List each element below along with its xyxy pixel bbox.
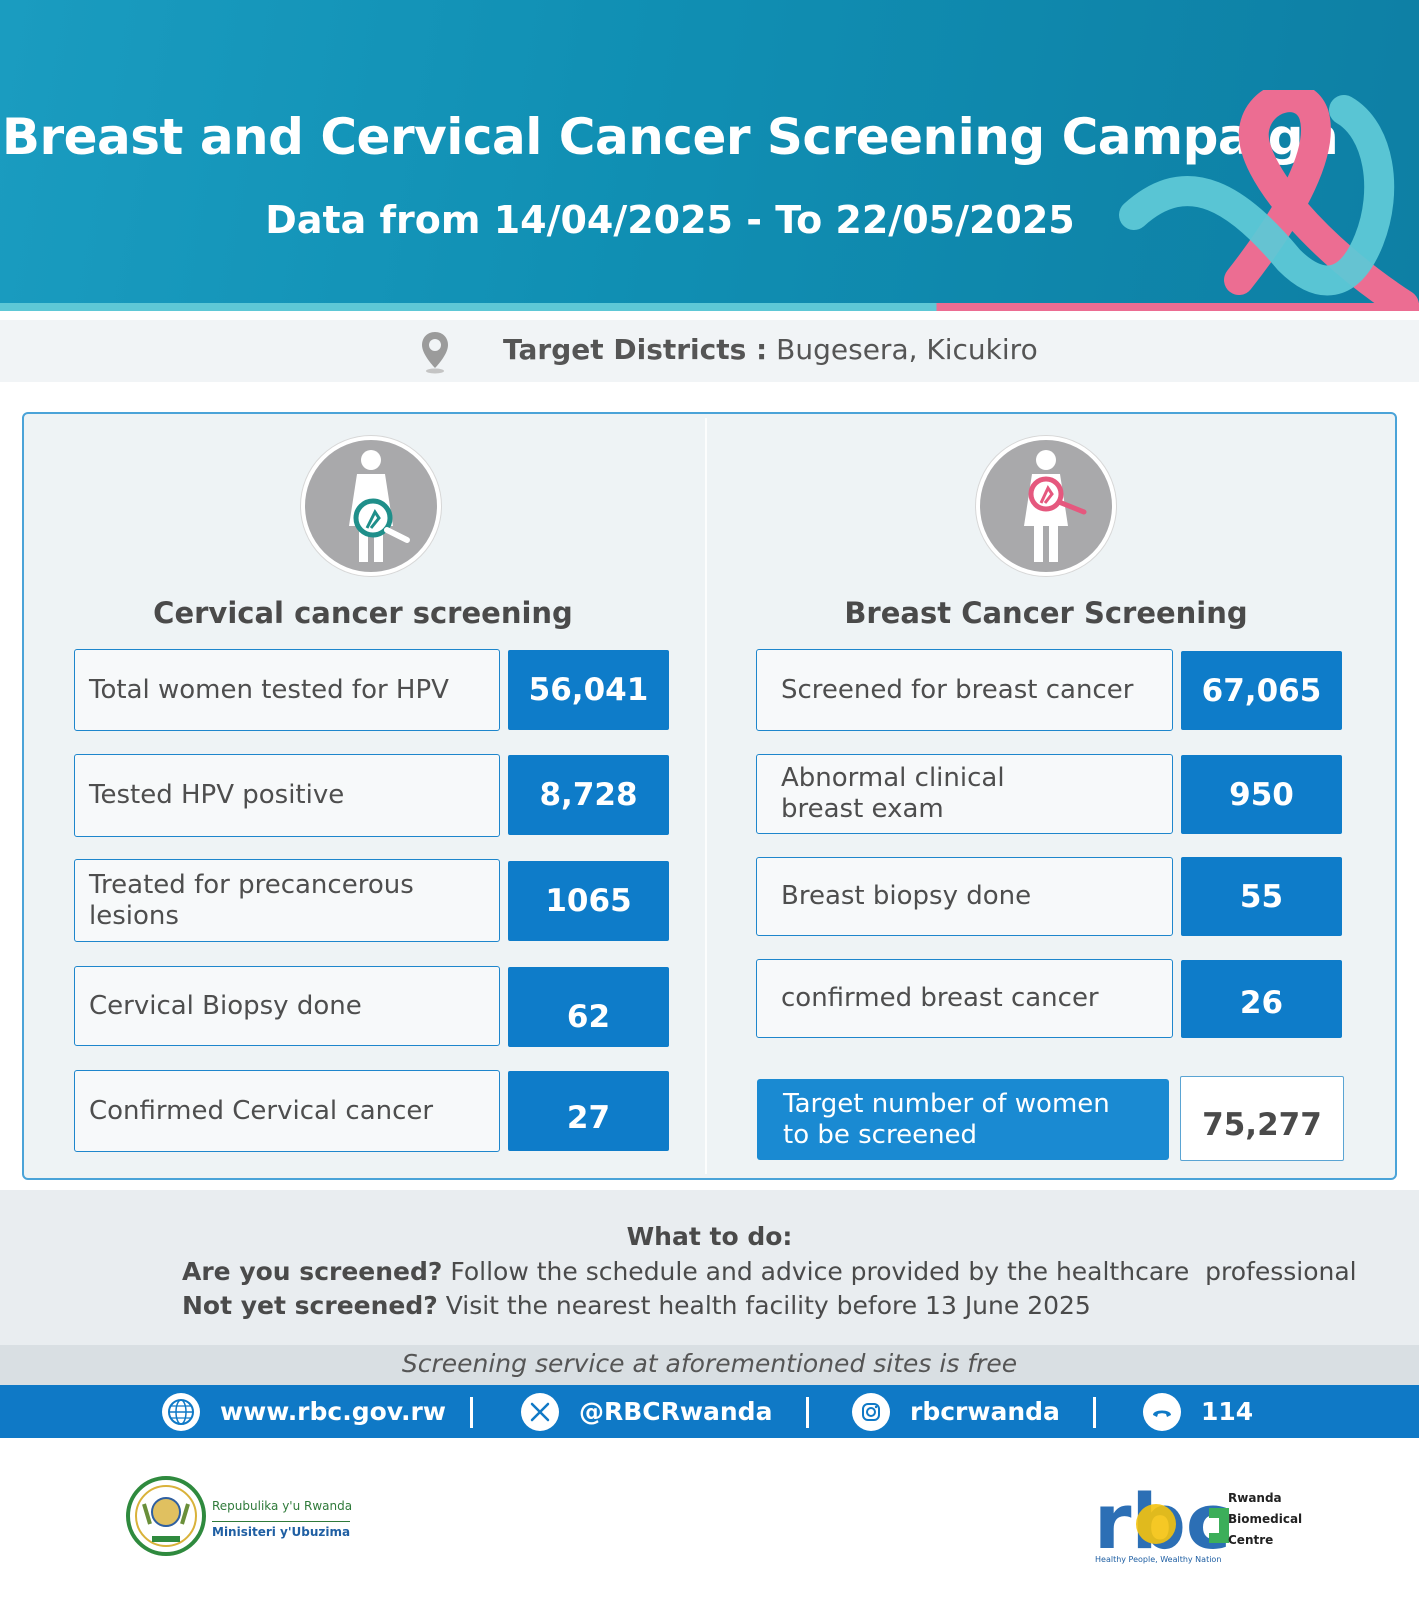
cervical-row-label: Cervical Biopsy done — [74, 966, 500, 1046]
panel-divider — [705, 418, 707, 1174]
target-women-label: Target number of women to be screened — [757, 1079, 1169, 1160]
breast-row-value: 55 — [1181, 857, 1342, 936]
breast-row-label: Screened for breast cancer — [756, 649, 1173, 731]
breast-section-title: Breast Cancer Screening — [844, 596, 1248, 630]
contact-bar: www.rbc.gov.rw @RBCRwanda rbcrwanda 114 — [0, 1385, 1419, 1438]
woman-breast-magnifier-icon — [976, 436, 1116, 576]
location-pin-icon — [422, 332, 448, 374]
cervical-row-value: 62 — [508, 967, 669, 1047]
what-to-do-title: What to do: — [626, 1222, 793, 1251]
date-range-subtitle: Data from 14/04/2025 - To 22/05/2025 — [265, 198, 1075, 242]
target-districts: Target Districts : Bugesera, Kicukiro — [503, 333, 1038, 366]
cervical-row-value: 27 — [508, 1071, 669, 1151]
gov-republic-text: Repubulika y'u Rwanda — [212, 1499, 353, 1513]
target-districts-bar: Target Districts : Bugesera, Kicukiro — [0, 320, 1419, 382]
rwanda-government-seal-icon — [126, 1476, 206, 1556]
divider — [806, 1397, 809, 1428]
breast-row-value: 950 — [1181, 755, 1342, 834]
gov-ministry-text: Minisiteri y'Ubuzima — [212, 1521, 351, 1539]
free-service-note: Screening service at aforementioned site… — [401, 1349, 1018, 1378]
cervical-row-label: Total women tested for HPV — [74, 649, 500, 731]
twitter-handle: @RBCRwanda — [579, 1397, 773, 1426]
breast-row-label: Breast biopsy done — [756, 857, 1173, 936]
what-to-do-section: What to do: Are you screened? Follow the… — [0, 1190, 1419, 1345]
website-text: www.rbc.gov.rw — [220, 1397, 446, 1426]
target-districts-value: Bugesera, Kicukiro — [776, 333, 1038, 366]
cervical-row-label: Confirmed Cervical cancer — [74, 1070, 500, 1152]
divider — [470, 1397, 473, 1428]
target-women-label-line2: to be screened — [783, 1119, 978, 1150]
x-twitter-icon — [521, 1392, 559, 1431]
awareness-ribbon-icon — [1119, 90, 1419, 311]
website-link[interactable]: www.rbc.gov.rw — [162, 1385, 446, 1438]
rbc-logo: rbc — [1094, 1478, 1231, 1566]
cervical-row-value: 8,728 — [508, 755, 669, 835]
not-screened-advice: Not yet screened? Visit the nearest heal… — [182, 1291, 1091, 1320]
rbc-name-line1: Rwanda — [1228, 1491, 1282, 1505]
breast-row-label-line2: breast exam — [781, 794, 944, 824]
screened-advice: Are you screened? Follow the schedule an… — [182, 1257, 1357, 1286]
target-districts-label: Target Districts : — [503, 333, 768, 366]
cervical-row-label: Treated for precancerous lesions — [74, 859, 500, 942]
header-banner: Breast and Cervical Cancer Screening Cam… — [0, 0, 1419, 311]
phone-icon — [1143, 1392, 1181, 1431]
instagram-icon — [852, 1392, 890, 1431]
breast-row-value: 67,065 — [1181, 651, 1342, 730]
breast-row-label-line1: Abnormal clinical — [781, 763, 1005, 793]
breast-row-label: Abnormal clinical breast exam — [756, 754, 1173, 834]
rbc-name-line3: Centre — [1228, 1533, 1274, 1547]
globe-icon — [162, 1392, 200, 1431]
rbc-full-name: Rwanda Biomedical Centre — [1228, 1488, 1302, 1551]
screened-text: Follow the schedule and advice provided … — [442, 1257, 1357, 1286]
woman-cervical-magnifier-icon — [301, 436, 441, 576]
divider — [1093, 1397, 1096, 1428]
instagram-link[interactable]: rbcrwanda — [852, 1385, 1060, 1438]
cervical-section-title: Cervical cancer screening — [153, 596, 573, 630]
header-accent-strip — [0, 303, 1419, 311]
not-screened-text: Visit the nearest health facility before… — [437, 1291, 1091, 1320]
twitter-link[interactable]: @RBCRwanda — [521, 1385, 772, 1438]
instagram-handle: rbcrwanda — [910, 1397, 1060, 1426]
cervical-row-label: Tested HPV positive — [74, 754, 500, 837]
phone-number: 114 — [1201, 1397, 1254, 1426]
not-screened-question: Not yet screened? — [182, 1291, 438, 1320]
breast-row-label: confirmed breast cancer — [756, 959, 1173, 1038]
rbc-name-line2: Biomedical — [1228, 1512, 1303, 1526]
rbc-tagline: Healthy People, Wealthy Nation — [1095, 1555, 1222, 1564]
screened-question: Are you screened? — [182, 1257, 443, 1286]
phone-link[interactable]: 114 — [1143, 1385, 1253, 1438]
target-women-label-line1: Target number of women — [783, 1088, 1110, 1119]
target-women-value: 75,277 — [1180, 1076, 1344, 1161]
page-title: Breast and Cervical Cancer Screening Cam… — [1, 108, 1339, 166]
footer: Repubulika y'u Rwanda Minisiteri y'Ubuzi… — [0, 1438, 1419, 1600]
free-service-bar: Screening service at aforementioned site… — [0, 1345, 1419, 1385]
breast-row-value: 26 — [1181, 960, 1342, 1038]
cervical-row-value: 1065 — [508, 861, 669, 941]
cervical-row-value: 56,041 — [508, 650, 669, 730]
